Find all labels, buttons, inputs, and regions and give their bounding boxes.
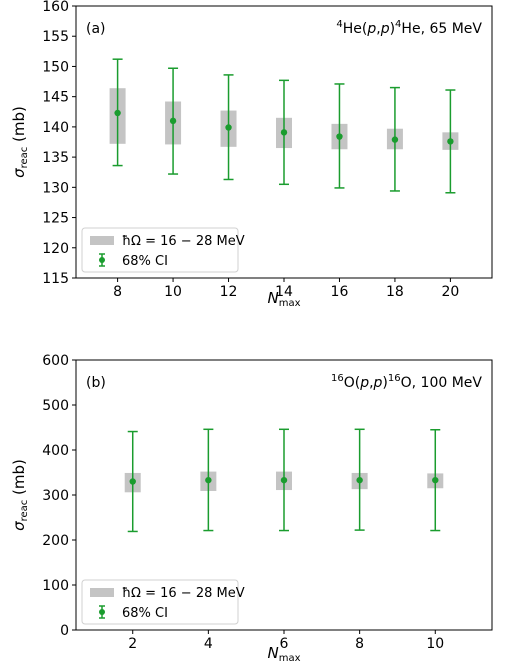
x-tick-label: 14 bbox=[275, 284, 293, 300]
x-axis-label-sub: max bbox=[279, 298, 301, 309]
y-axis-label-base: σ bbox=[10, 521, 28, 531]
x-axis-label-base: N bbox=[267, 644, 278, 662]
data-point bbox=[391, 136, 399, 143]
reaction-text: He, 65 MeV bbox=[401, 21, 482, 37]
legend-point-label: 68% CI bbox=[122, 254, 168, 269]
y-axis-label-base: σ bbox=[10, 168, 28, 178]
x-axis-label-sub: max bbox=[279, 653, 301, 664]
y-tick-label: 140 bbox=[42, 120, 69, 136]
reaction-text: p bbox=[366, 21, 376, 37]
y-tick-label: 135 bbox=[42, 150, 69, 166]
reaction-text: , bbox=[376, 21, 380, 37]
panel-label: (a) bbox=[86, 21, 106, 37]
y-tick-label: 115 bbox=[42, 271, 69, 287]
y-axis-label-unit: (mb) bbox=[10, 459, 28, 500]
y-tick-label: 600 bbox=[42, 353, 69, 369]
y-tick-label: 155 bbox=[42, 29, 69, 45]
y-tick-label: 150 bbox=[42, 59, 69, 75]
data-point bbox=[336, 133, 343, 140]
x-tick-label: 20 bbox=[441, 284, 459, 300]
x-tick-label: 8 bbox=[113, 284, 122, 300]
y-tick-label: 160 bbox=[42, 0, 69, 15]
legend-band-swatch bbox=[90, 588, 114, 597]
data-point bbox=[169, 117, 177, 125]
y-tick-label: 400 bbox=[42, 443, 69, 459]
y-axis-label-sub: reac bbox=[19, 500, 30, 522]
reaction-text: , bbox=[369, 375, 373, 391]
data-point bbox=[225, 124, 232, 131]
data-point bbox=[356, 476, 363, 484]
x-tick-label: 6 bbox=[280, 636, 289, 652]
legend-point-marker bbox=[99, 609, 105, 615]
legend-box bbox=[81, 579, 239, 625]
reaction-text: p bbox=[373, 375, 383, 391]
data-point bbox=[114, 109, 121, 117]
legend-band-label: ħΩ = 16 − 28 MeV bbox=[122, 234, 245, 249]
reaction-sup: 16 bbox=[331, 373, 344, 384]
y-axis-label: σreac (mb) bbox=[10, 106, 30, 178]
data-point bbox=[280, 129, 288, 136]
reaction-text: He( bbox=[343, 21, 368, 37]
y-tick-label: 130 bbox=[42, 180, 69, 196]
x-axis-label: Nmax bbox=[267, 644, 300, 664]
reaction-text: ) bbox=[390, 21, 395, 37]
y-axis-label-sub: reac bbox=[19, 147, 30, 169]
reaction-sup: 4 bbox=[336, 19, 342, 30]
y-tick-label: 145 bbox=[42, 90, 69, 106]
y-tick-label: 200 bbox=[42, 533, 69, 549]
reaction-label: 4He(p,p)4He, 65 MeV bbox=[336, 19, 482, 37]
legend-box bbox=[81, 227, 239, 273]
chart-panel-1: 8 10 12 14 16 18 20 115 120 125 130 135 140 145 150 155… bbox=[10, 0, 493, 309]
reaction-text: ) bbox=[382, 375, 387, 391]
legend-band-label: ħΩ = 16 − 28 MeV bbox=[122, 586, 245, 601]
panel-label: (b) bbox=[86, 375, 106, 391]
data-point bbox=[129, 478, 136, 485]
y-axis-label: σreac (mb) bbox=[10, 459, 30, 531]
data-point bbox=[280, 476, 288, 484]
x-tick-label: 10 bbox=[426, 636, 444, 652]
data-point bbox=[205, 476, 212, 484]
reaction-text: p bbox=[359, 375, 369, 391]
reaction-text: O, 100 MeV bbox=[401, 375, 483, 391]
x-tick-label: 12 bbox=[220, 284, 238, 300]
x-tick-label: 18 bbox=[386, 284, 404, 300]
legend-point-label: 68% CI bbox=[122, 606, 168, 621]
y-tick-label: 125 bbox=[42, 211, 69, 227]
legend: ħΩ = 16 − 28 MeV 68% CI bbox=[81, 227, 245, 273]
data-point bbox=[432, 476, 439, 484]
legend-point-marker bbox=[99, 257, 105, 263]
reaction-text: O( bbox=[344, 375, 360, 391]
y-tick-label: 500 bbox=[42, 398, 69, 414]
reaction-sup: 16 bbox=[388, 373, 401, 384]
x-tick-label: 16 bbox=[331, 284, 349, 300]
x-axis-label: Nmax bbox=[267, 289, 300, 309]
x-tick-label: 2 bbox=[128, 636, 137, 652]
x-tick-label: 4 bbox=[204, 636, 213, 652]
x-axis-label-base: N bbox=[267, 289, 278, 307]
y-tick-label: 300 bbox=[42, 488, 69, 504]
reaction-text: p bbox=[380, 21, 390, 37]
x-tick-label: 10 bbox=[164, 284, 182, 300]
y-tick-label: 120 bbox=[42, 241, 69, 257]
legend: ħΩ = 16 − 28 MeV 68% CI bbox=[81, 579, 245, 625]
data-point bbox=[447, 138, 454, 145]
reaction-sup: 4 bbox=[395, 19, 401, 30]
legend-band-swatch bbox=[90, 236, 114, 245]
reaction-label: 16O(p,p)16O, 100 MeV bbox=[331, 373, 482, 391]
y-tick-label: 100 bbox=[42, 578, 69, 594]
x-tick-label: 8 bbox=[355, 636, 364, 652]
y-tick-label: 0 bbox=[60, 623, 69, 639]
y-axis-label-unit: (mb) bbox=[10, 106, 28, 147]
